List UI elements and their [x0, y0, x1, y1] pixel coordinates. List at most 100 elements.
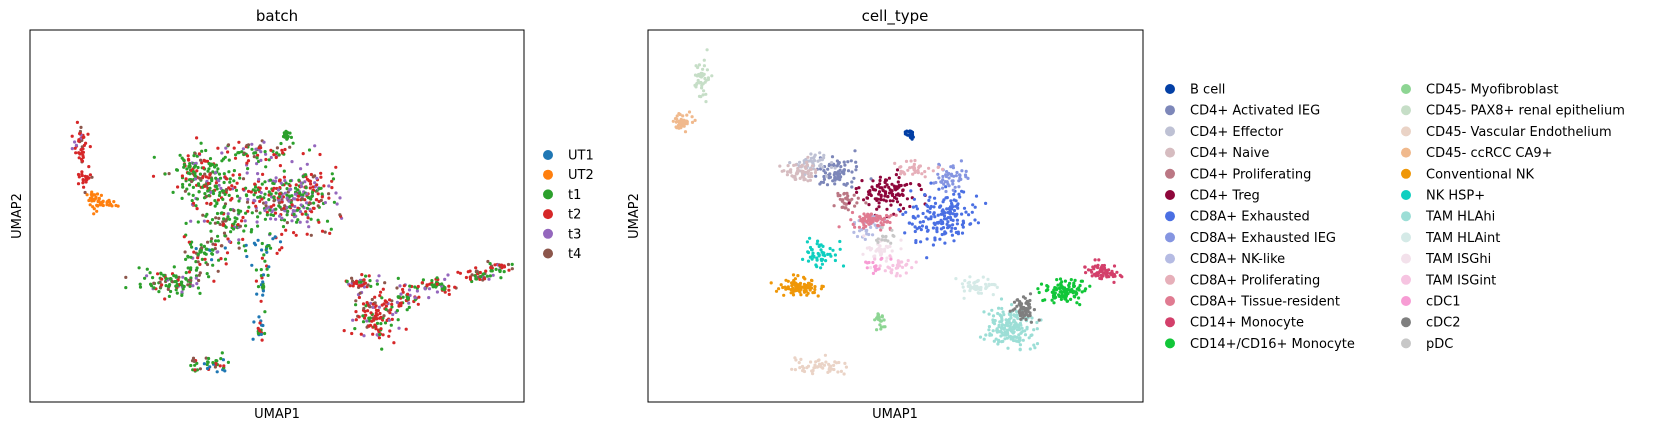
scatter-point [218, 364, 222, 368]
scatter-point [256, 153, 260, 157]
scatter-point [204, 356, 208, 360]
scatter-point [946, 220, 950, 224]
scatter-point [200, 257, 204, 261]
scatter-point [297, 178, 301, 182]
scatter-point [698, 74, 702, 78]
scatter-point [998, 320, 1002, 324]
scatter-point [819, 167, 823, 171]
scatter-point [498, 263, 502, 267]
scatter-point [267, 198, 271, 202]
scatter-point [188, 282, 192, 286]
scatter-point [948, 224, 952, 228]
scatter-point [288, 179, 293, 183]
scatter-point [1059, 282, 1063, 286]
scatter-point [850, 180, 854, 184]
scatter-point [217, 172, 222, 176]
scatter-point [231, 227, 236, 231]
scatter-point [77, 156, 81, 160]
scatter-point [205, 201, 209, 205]
scatter-point [790, 284, 794, 288]
scatter-point [285, 193, 289, 197]
scatter-point [227, 170, 231, 174]
scatter-point [875, 217, 879, 221]
scatter-point [675, 114, 679, 118]
scatter-point [967, 213, 971, 217]
scatter-point [700, 83, 704, 88]
scatter-point [442, 288, 446, 292]
scatter-point [820, 158, 825, 162]
scatter-point [317, 187, 322, 191]
scatter-point [224, 219, 228, 223]
scatter-point [904, 263, 908, 267]
scatter-point [307, 148, 312, 152]
scatter-point [679, 117, 683, 121]
scatter-point [838, 247, 842, 251]
scatter-point [802, 369, 807, 374]
scatter-point [234, 153, 238, 157]
scatter-point [281, 225, 286, 229]
scatter-point [207, 176, 211, 180]
scatter-point [822, 251, 826, 255]
scatter-point [114, 203, 118, 208]
scatter-point [267, 158, 271, 162]
scatter-point [310, 194, 314, 198]
scatter-point [202, 244, 206, 248]
scatter-point [829, 163, 834, 167]
scatter-point [223, 369, 227, 373]
scatter-point [202, 362, 206, 366]
scatter-point [900, 192, 904, 196]
scatter-point [330, 179, 334, 183]
scatter-point [876, 312, 880, 316]
scatter-point [253, 182, 257, 186]
scatter-point [216, 239, 220, 243]
scatter-point [810, 164, 815, 168]
scatter-point [364, 304, 368, 308]
scatter-point [994, 337, 998, 341]
scatter-point [1011, 308, 1015, 312]
scatter-point [510, 267, 514, 271]
scatter-point [198, 271, 202, 275]
scatter-point [1093, 258, 1097, 262]
scatter-point [388, 311, 392, 315]
scatter-point [200, 161, 204, 165]
scatter-point [826, 167, 830, 171]
scatter-point [846, 208, 850, 212]
y-axis-label: UMAP2 [10, 193, 25, 239]
scatter-point [823, 171, 828, 175]
scatter-point [293, 192, 297, 196]
legend-label: CD14+ Monocyte [1190, 316, 1304, 331]
scatter-point [308, 186, 312, 190]
scatter-point [274, 207, 278, 211]
scatter-point [258, 329, 262, 333]
scatter-point [1011, 338, 1016, 343]
scatter-point [172, 274, 176, 278]
scatter-point [214, 359, 218, 363]
scatter-point [939, 204, 943, 208]
scatter-point [876, 184, 880, 188]
scatter-point [869, 266, 873, 270]
scatter-point [207, 167, 211, 171]
scatter-point [1032, 328, 1036, 332]
scatter-point [205, 262, 210, 267]
scatter-point [919, 228, 923, 232]
scatter-point [502, 264, 506, 269]
scatter-point [886, 195, 890, 199]
scatter-point [879, 194, 883, 198]
scatter-point [257, 146, 261, 150]
scatter-point [399, 301, 403, 305]
scatter-point [269, 246, 273, 250]
scatter-point [143, 276, 147, 280]
scatter-point [1000, 323, 1005, 327]
scatter-point [274, 155, 278, 160]
scatter-point [169, 277, 173, 281]
scatter-point [200, 246, 204, 250]
scatter-point [779, 283, 783, 287]
scatter-point [827, 367, 831, 371]
scatter-point [254, 279, 258, 283]
scatter-point [1012, 323, 1017, 327]
scatter-point [958, 195, 962, 199]
scatter-point [971, 203, 975, 207]
scatter-point [887, 215, 891, 219]
scatter-point [193, 171, 197, 175]
scatter-point [889, 203, 893, 207]
